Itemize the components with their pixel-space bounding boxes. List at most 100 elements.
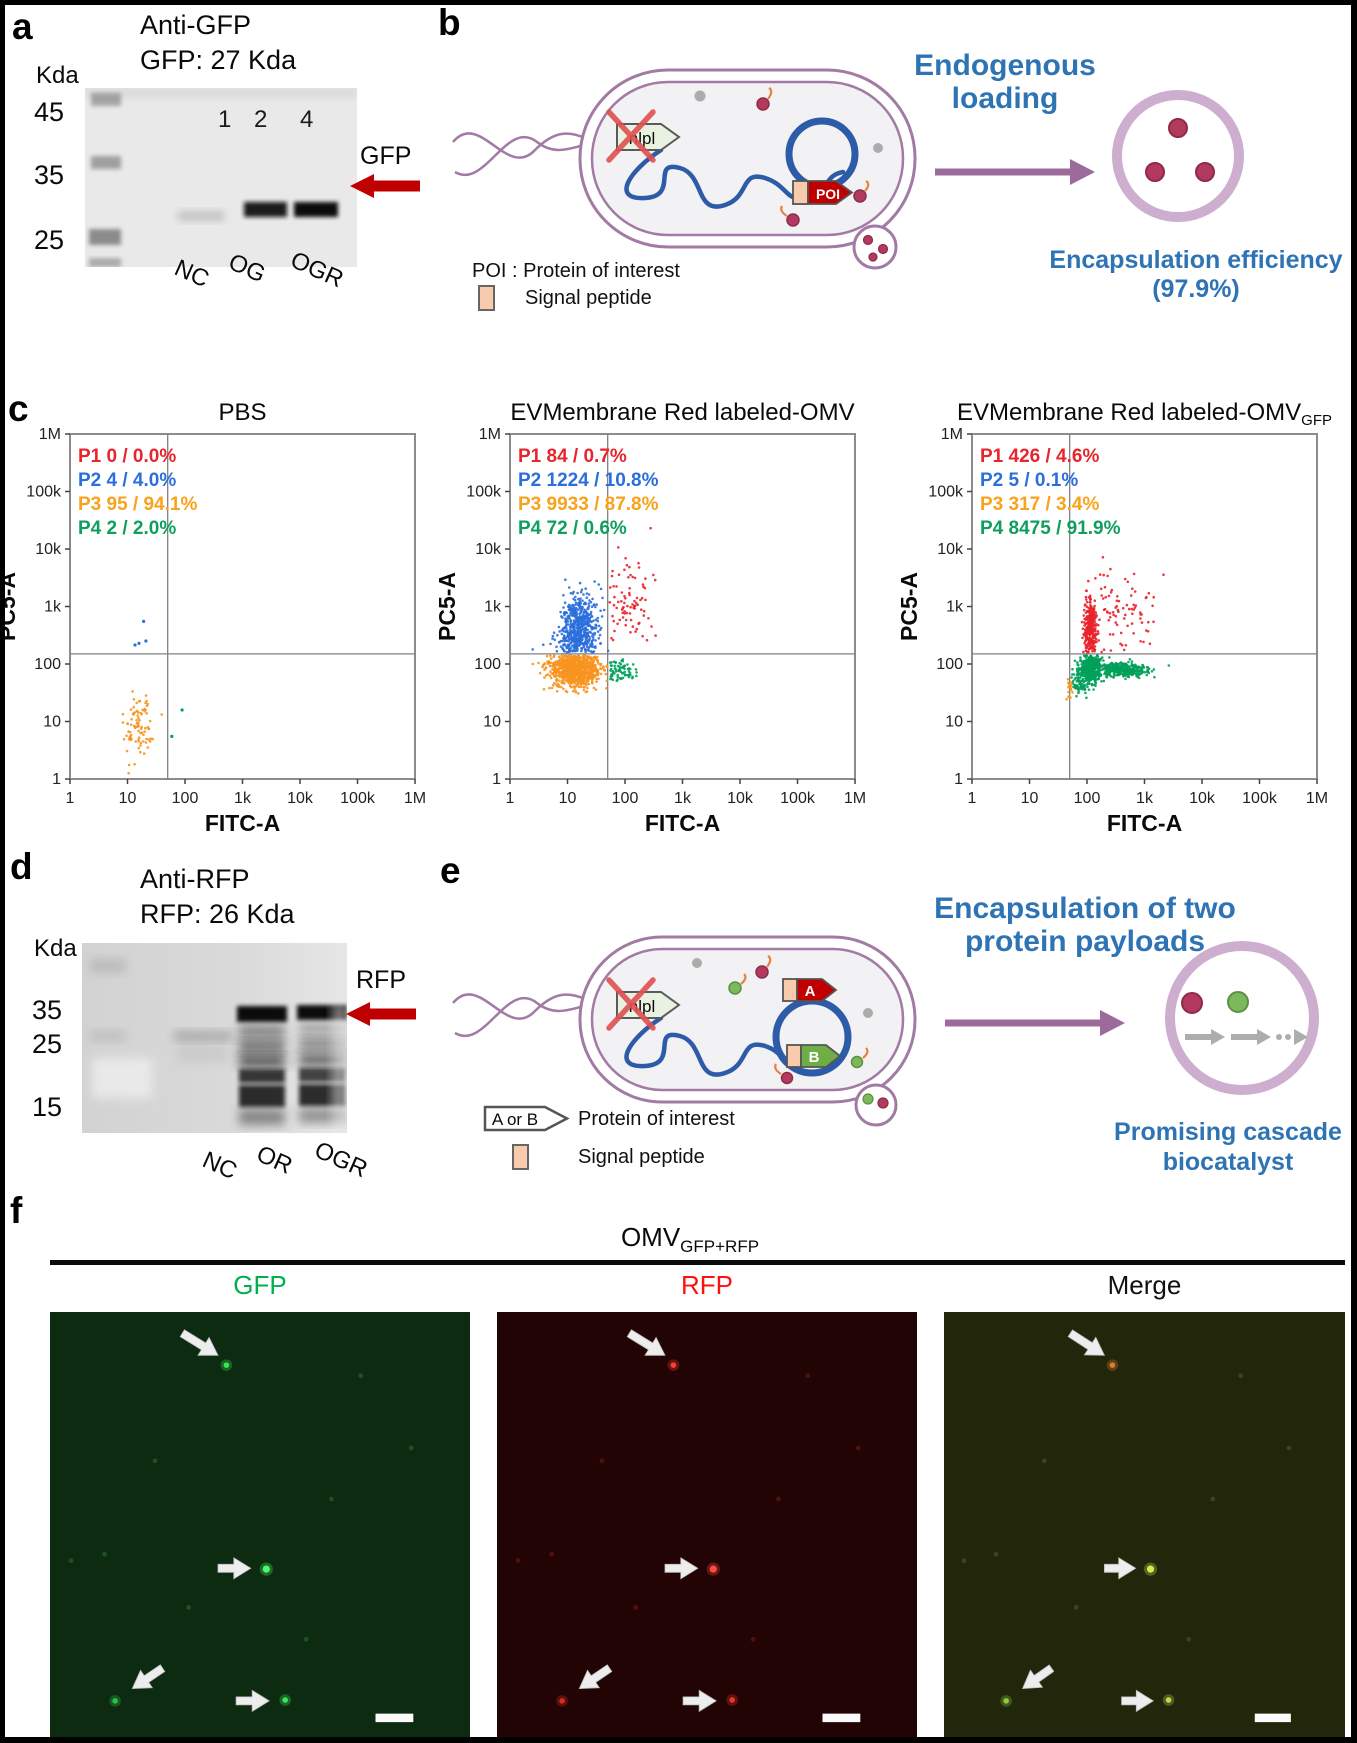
x-tick-label: 1M xyxy=(1306,790,1328,807)
border-top xyxy=(0,0,1357,5)
panel-d-marker-35: 35 xyxy=(31,995,62,1025)
gate-stat-p3: P3 317 / 3.4% xyxy=(980,494,1099,515)
x-tick-label: 10k xyxy=(287,790,314,807)
panel-a-title-line1: Anti-GFP xyxy=(140,10,252,40)
x-tick-label: 1k xyxy=(234,790,252,807)
pointer-arrow-icon xyxy=(131,1664,166,1690)
pointer-arrow-icon xyxy=(682,1689,717,1713)
a-or-b-swatch xyxy=(483,1105,570,1132)
x-axis-label: FITC-A xyxy=(205,810,280,836)
panel-b-efficiency-line2: (97.9%) xyxy=(1152,275,1240,303)
panel-a-letter: a xyxy=(12,6,33,47)
x-tick-label: 100 xyxy=(172,790,199,807)
payload-proteins xyxy=(694,87,883,227)
vesicle-dot xyxy=(1146,1565,1155,1573)
panel-b-legend: POI : Protein of interest Signal peptide xyxy=(472,260,680,311)
panel-a-band-label: GFP xyxy=(360,142,412,170)
x-tick-label: 1 xyxy=(506,790,515,807)
flow-plot-omv-gfp: 1110101001001k1k10k10k100k100k1M1MEVMemb… xyxy=(897,399,1332,836)
panel-f-letter: f xyxy=(10,1190,23,1231)
knockout-x-icon xyxy=(606,977,656,1031)
y-tick-label: 1 xyxy=(52,771,61,788)
y-tick-label: 1M xyxy=(39,426,61,443)
x-tick-label: 100 xyxy=(612,790,639,807)
vesicle-dot xyxy=(1109,1362,1116,1368)
y-tick-label: 100 xyxy=(474,656,501,673)
poi-cassette: POI xyxy=(792,180,854,205)
panel-a-lane-number-2: 2 xyxy=(254,106,268,133)
y-tick-label: 1M xyxy=(941,426,963,443)
panel-b-heading-line1: Endogenous xyxy=(914,49,1096,82)
panel-e-legend-box-label: A or B xyxy=(492,1110,538,1129)
y-tick-label: 100k xyxy=(466,484,502,501)
payload-b-label: B xyxy=(809,1049,820,1066)
vesicle-dot xyxy=(223,1362,230,1368)
panel-b-diagram: nlpl POI Endogenous loading xyxy=(452,49,1343,311)
plot-title: PBS xyxy=(218,399,266,426)
nlpl-gene: nlpl xyxy=(606,977,681,1031)
panel-e-heading-line1: Encapsulation of two xyxy=(934,892,1236,925)
x-tick-label: 1k xyxy=(1136,790,1154,807)
scatter-points xyxy=(1065,555,1171,701)
y-axis-label: PC5-A xyxy=(0,572,20,641)
flagella-icon xyxy=(452,132,586,176)
payload-b-cassette: B xyxy=(786,1044,842,1068)
panel-e-result-line1: Promising cascade xyxy=(1114,1118,1342,1146)
pointer-arrow-icon xyxy=(626,1329,666,1356)
panel-d-band-arrow-icon xyxy=(346,1002,416,1026)
x-axis-label: FITC-A xyxy=(645,810,720,836)
bacterium-cell xyxy=(578,935,917,1104)
micrograph-background xyxy=(497,1312,917,1737)
pointer-arrow-icon xyxy=(664,1557,699,1580)
y-tick-label: 1k xyxy=(44,599,62,616)
y-tick-label: 100 xyxy=(34,656,61,673)
panel-a-band-arrow-icon xyxy=(350,174,420,198)
y-axis-label: PC5-A xyxy=(897,572,922,641)
x-tick-label: 10 xyxy=(1021,790,1039,807)
micrograph-background xyxy=(50,1312,470,1737)
scatter-points xyxy=(121,619,184,775)
poi-cassette-label: POI xyxy=(816,186,840,202)
panel-a-marker-45: 45 xyxy=(33,97,64,127)
panel-f-image-gfp xyxy=(50,1312,470,1737)
y-tick-label: 10k xyxy=(937,541,964,558)
vesicle-dot xyxy=(282,1697,288,1703)
budding-vesicle xyxy=(854,1083,898,1127)
panel-f-title: OMVGFP+RFP xyxy=(540,1222,840,1257)
panel-d-kda-label: Kda xyxy=(34,935,77,962)
x-tick-label: 10k xyxy=(1189,790,1216,807)
panel-c-letter: c xyxy=(8,388,29,429)
panel-b-heading-line2: loading xyxy=(952,82,1059,115)
y-tick-label: 1 xyxy=(954,771,963,788)
x-axis-label: FITC-A xyxy=(1107,810,1182,836)
panel-b-efficiency-line1: Encapsulation efficiency xyxy=(1049,246,1342,274)
pointer-arrow-icon xyxy=(179,1329,219,1356)
y-tick-label: 1k xyxy=(946,599,964,616)
x-tick-label: 10k xyxy=(727,790,754,807)
payload-a-cassette: A xyxy=(782,978,838,1002)
scale-bar xyxy=(822,1713,861,1723)
y-tick-label: 10k xyxy=(475,541,502,558)
x-tick-label: 100k xyxy=(780,790,816,807)
panel-f-rule xyxy=(50,1260,1345,1265)
panel-b-legend-poi: POI : Protein of interest xyxy=(472,260,680,282)
gate-stat-p2: P2 1224 / 10.8% xyxy=(518,470,659,491)
knockout-x-icon xyxy=(606,109,656,163)
panel-a-kda-label: Kda xyxy=(36,62,79,89)
y-tick-label: 10 xyxy=(43,714,61,731)
plot-frame xyxy=(69,433,416,780)
scatter-points xyxy=(531,526,657,695)
gate-stat-p2: P2 5 / 0.1% xyxy=(980,470,1078,491)
vesicle-dot xyxy=(709,1565,717,1573)
plot-title: EVMembrane Red labeled-OMV xyxy=(510,399,854,426)
border-right xyxy=(1351,0,1357,1743)
panel-f-image-rfp xyxy=(497,1312,917,1737)
border-bottom xyxy=(0,1737,1357,1743)
gate-stat-p1: P1 426 / 4.6% xyxy=(980,446,1099,467)
y-axis-label: PC5-A xyxy=(435,572,460,641)
budding-vesicle xyxy=(852,224,898,270)
payload-a-label: A xyxy=(805,983,816,1000)
omv-vesicle xyxy=(1165,941,1319,1095)
panel-d-title-line1: Anti-RFP xyxy=(140,864,250,894)
